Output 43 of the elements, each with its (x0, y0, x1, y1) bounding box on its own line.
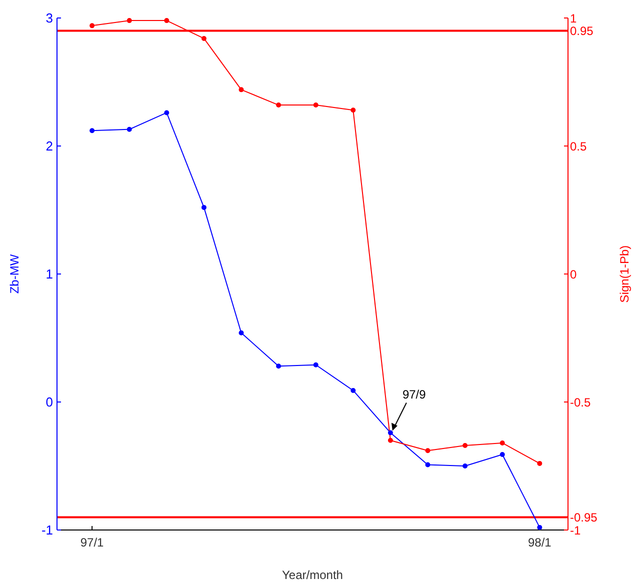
y2-axis-title: Sign(1-Pb) (617, 245, 632, 303)
x-axis-title: Year/month (282, 568, 343, 582)
x-tick-label: 97/1 (80, 536, 104, 550)
point (500, 452, 505, 457)
point (313, 102, 318, 108)
y2-tick-label: 0.95 (570, 24, 594, 38)
y-tick-label: 0 (46, 394, 53, 410)
point (238, 87, 244, 92)
point (425, 448, 430, 454)
y2-tick-label: 0.5 (570, 139, 588, 154)
point (201, 204, 206, 210)
point (90, 23, 95, 28)
point (425, 462, 430, 468)
y-tick-label: 2 (46, 138, 53, 154)
point (276, 102, 282, 108)
point (164, 110, 170, 116)
y-tick-label: 3 (46, 10, 53, 26)
y2-tick-label: -0.5 (570, 395, 592, 410)
point (350, 388, 356, 393)
point (90, 128, 95, 134)
point (388, 438, 393, 443)
point (201, 36, 206, 41)
point (537, 460, 542, 466)
point (462, 464, 468, 468)
point (388, 430, 393, 436)
y2-tick-label: -1 (570, 523, 581, 538)
y-tick-label: -1 (41, 522, 53, 538)
annotation: 97/9 (402, 388, 426, 402)
point (238, 330, 244, 336)
point (276, 364, 282, 369)
point (126, 18, 132, 24)
point (126, 126, 132, 132)
x-tick-label: 98/1 (528, 536, 552, 550)
y2-tick-label: 0 (570, 267, 577, 282)
point (462, 443, 468, 448)
y-axis-title: Zb-MW (7, 254, 22, 294)
point (350, 108, 356, 113)
point (164, 18, 170, 24)
point (500, 440, 505, 446)
y2-tick-label: 1 (570, 11, 577, 26)
y-tick-label: 1 (46, 266, 53, 282)
y2-tick-label: -0.95 (570, 510, 598, 524)
point (313, 362, 318, 368)
